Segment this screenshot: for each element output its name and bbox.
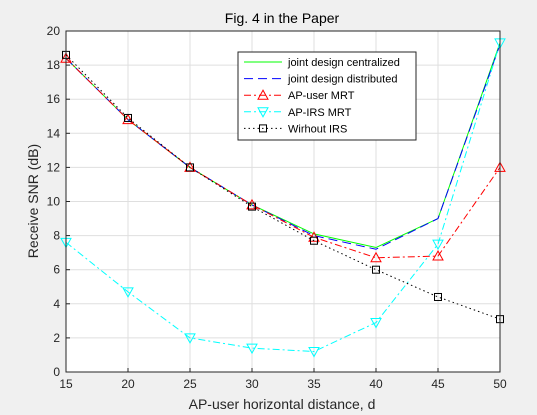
x-tick-label: 50 — [493, 377, 507, 391]
x-tick-label: 15 — [59, 377, 73, 391]
legend-label: AP-IRS MRT — [288, 107, 352, 119]
y-tick-label: 18 — [47, 58, 61, 72]
x-tick-label: 25 — [183, 377, 197, 391]
y-axis-title: Receive SNR (dB) — [25, 144, 41, 258]
legend-swatch-marker — [257, 107, 269, 118]
data-point-marker — [184, 333, 196, 344]
legend-label: joint design centralized — [287, 57, 400, 69]
data-point-marker — [248, 202, 256, 211]
data-point-marker — [122, 287, 134, 298]
data-point-marker — [372, 265, 380, 274]
x-tick-label: 30 — [245, 377, 259, 391]
x-tick-label: 35 — [307, 377, 321, 391]
legend-item: AP-IRS MRT — [244, 107, 352, 119]
data-point-marker — [370, 318, 382, 329]
data-point-marker — [246, 343, 258, 355]
legend: joint design centralized joint design dis… — [237, 51, 417, 141]
data-point-marker — [310, 236, 318, 245]
series-line — [65, 57, 501, 259]
series-layer — [60, 38, 506, 358]
x-tick-label: 40 — [369, 377, 383, 391]
y-tick-label: 0 — [53, 365, 60, 379]
data-point-marker — [124, 113, 132, 122]
legend-item: Wirhout IRS — [244, 123, 347, 135]
y-tick-label: 6 — [53, 263, 60, 277]
data-point-marker — [432, 250, 444, 261]
x-tick-label: 45 — [431, 377, 445, 391]
data-point-marker — [186, 163, 194, 172]
data-point-marker — [432, 239, 444, 251]
y-tick-label: 14 — [47, 126, 61, 140]
legend-label: joint design distributed — [287, 74, 397, 86]
data-point-marker — [122, 113, 134, 125]
data-point-marker — [246, 198, 258, 210]
legend-item: joint design distributed — [244, 74, 397, 86]
data-point-marker — [308, 347, 320, 358]
legend-entries: joint design centralized joint design dis… — [244, 57, 400, 135]
data-point-marker — [370, 251, 382, 263]
axis-ticks: 15 20 25 30 35 40 45 50 0 2 4 6 8 10 12 14 16 18 20 — [47, 24, 507, 391]
y-tick-label: 20 — [47, 24, 61, 38]
legend-box — [237, 51, 417, 141]
y-tick-label: 2 — [53, 331, 60, 345]
y-tick-label: 16 — [47, 92, 61, 106]
legend-swatch-marker — [259, 124, 267, 133]
y-tick-label: 8 — [53, 229, 60, 243]
series-line — [65, 54, 501, 320]
x-tick-label: 20 — [121, 377, 135, 391]
legend-swatch-marker — [257, 89, 269, 100]
chart-title: Fig. 4 in the Paper — [225, 10, 340, 26]
x-axis-title: AP-user horizontal distance, d — [189, 396, 376, 412]
legend-label: AP-user MRT — [288, 90, 355, 102]
legend-label: Wirhout IRS — [288, 123, 347, 135]
data-point-marker — [434, 292, 442, 301]
legend-item: AP-user MRT — [244, 89, 355, 102]
y-tick-label: 10 — [47, 195, 61, 209]
series-line — [65, 42, 501, 353]
legend-item: joint design centralized — [244, 57, 400, 69]
y-tick-label: 4 — [53, 297, 60, 311]
y-tick-label: 12 — [47, 160, 61, 174]
